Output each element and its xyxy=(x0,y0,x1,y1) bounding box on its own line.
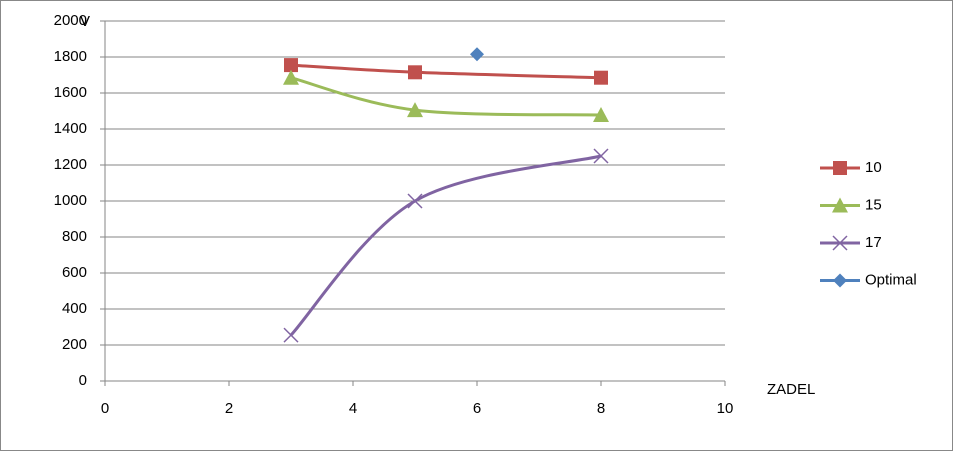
x-tick-label: 6 xyxy=(473,400,481,417)
legend-marker xyxy=(832,197,848,213)
y-tick-label: 600 xyxy=(62,264,87,281)
legend-marker xyxy=(833,273,847,288)
y-tick-label: 2000 xyxy=(54,12,87,29)
legend-label: 17 xyxy=(865,234,882,251)
data-point xyxy=(283,327,299,343)
x-tick-label: 4 xyxy=(349,400,357,417)
data-point xyxy=(593,148,609,164)
x-tick-label: 8 xyxy=(597,400,605,417)
data-point xyxy=(407,102,423,118)
data-point xyxy=(594,70,608,85)
x-tick-label: 2 xyxy=(225,400,233,417)
y-tick-label: 1800 xyxy=(54,48,87,65)
y-tick-label: 200 xyxy=(62,336,87,353)
y-tick-label: 800 xyxy=(62,228,87,245)
y-tick-label: 1400 xyxy=(54,120,87,137)
x-tick-label: 0 xyxy=(101,400,109,417)
data-point xyxy=(408,65,422,80)
data-point xyxy=(593,106,609,122)
legend-label: 10 xyxy=(865,159,882,176)
data-point xyxy=(470,47,484,62)
legend-marker xyxy=(832,235,848,251)
data-point xyxy=(284,58,298,73)
y-tick-label: 0 xyxy=(79,372,87,389)
data-point xyxy=(407,193,423,209)
data-point xyxy=(283,69,299,85)
legend-marker xyxy=(833,161,847,175)
y-tick-label: 400 xyxy=(62,300,87,317)
x-axis-title: ZADEL xyxy=(767,381,815,398)
legend-label: 15 xyxy=(865,196,882,213)
legend-label: Optimal xyxy=(865,271,917,288)
x-tick-label: 10 xyxy=(717,400,734,417)
y-tick-label: 1000 xyxy=(54,192,87,209)
y-tick-label: 1600 xyxy=(54,84,87,101)
y-axis-title: V xyxy=(80,13,90,30)
y-tick-label: 1200 xyxy=(54,156,87,173)
